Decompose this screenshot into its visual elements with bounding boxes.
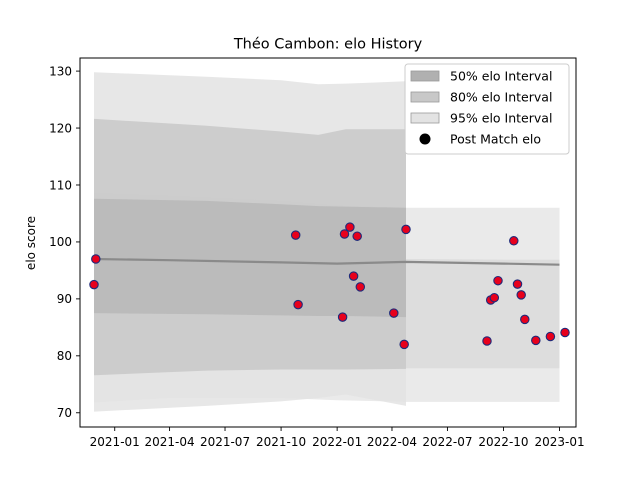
legend-label: 80% elo Interval xyxy=(450,90,552,105)
post-match-point xyxy=(489,292,500,303)
y-tick-label: 70 xyxy=(57,406,72,420)
post-match-points xyxy=(89,222,570,350)
y-axis: 70 80 90 100 110 120 130 xyxy=(49,64,80,420)
y-tick-label: 130 xyxy=(49,64,72,78)
y-tick-label: 80 xyxy=(57,349,72,363)
post-match-point xyxy=(293,299,303,310)
post-match-point xyxy=(399,339,409,350)
post-match-point xyxy=(401,224,411,235)
x-tick-label: 2022-07 xyxy=(422,435,472,449)
x-tick-label: 2021-01 xyxy=(90,435,140,449)
legend-label: 95% elo Interval xyxy=(450,111,552,126)
post-match-point xyxy=(520,314,530,325)
post-match-point xyxy=(91,254,101,264)
post-match-point xyxy=(339,229,350,239)
y-tick-label: 100 xyxy=(49,235,72,249)
y-tick-label: 110 xyxy=(49,178,72,192)
post-match-point xyxy=(545,331,556,342)
legend-swatch xyxy=(410,91,440,103)
legend-swatch xyxy=(410,70,440,82)
post-match-point xyxy=(512,279,523,289)
x-tick-label: 2022-10 xyxy=(478,435,528,449)
post-match-point xyxy=(352,231,362,241)
x-tick-label: 2023-01 xyxy=(534,435,584,449)
post-match-point xyxy=(389,308,399,318)
post-match-point xyxy=(493,275,503,286)
expected-elo-line-path xyxy=(93,257,560,266)
x-tick-label: 2021-07 xyxy=(200,435,250,449)
y-axis-label: elo score xyxy=(24,216,38,270)
interval-50-band xyxy=(94,198,406,318)
post-match-point xyxy=(348,271,359,281)
legend-label: 50% elo Interval xyxy=(450,69,552,84)
y-tick-label: 90 xyxy=(57,292,72,306)
legend: 50% elo Interval 80% elo Interval 95% elo … xyxy=(404,63,570,155)
post-match-point xyxy=(531,335,541,346)
x-tick-label: 2022-01 xyxy=(312,435,362,449)
expected-elo-line xyxy=(93,257,560,266)
post-match-point xyxy=(509,236,519,246)
post-match-point xyxy=(89,279,99,290)
post-match-point xyxy=(345,222,355,232)
legend-swatch xyxy=(410,112,440,124)
chart-title: Théo Cambon: elo History xyxy=(233,37,423,53)
y-tick-label: 120 xyxy=(49,121,72,135)
plot-area-frame xyxy=(79,57,577,428)
x-tick-label: 2021-10 xyxy=(256,435,306,449)
x-axis: 2021-01 2021-04 2021-07 2021-10 2022-01 2022-… xyxy=(90,427,585,449)
post-match-point xyxy=(290,230,301,240)
post-match-point xyxy=(337,312,348,322)
interval-bands xyxy=(94,72,560,412)
post-match-point xyxy=(516,290,526,300)
post-match-point xyxy=(560,327,570,338)
x-tick-label: 2021-04 xyxy=(145,435,195,449)
post-match-point xyxy=(482,336,492,346)
post-match-point xyxy=(355,282,366,292)
legend-marker xyxy=(419,133,431,145)
legend-label: Post Match elo xyxy=(450,132,541,147)
x-tick-label: 2022-04 xyxy=(367,435,417,449)
legend-frame xyxy=(404,63,570,155)
